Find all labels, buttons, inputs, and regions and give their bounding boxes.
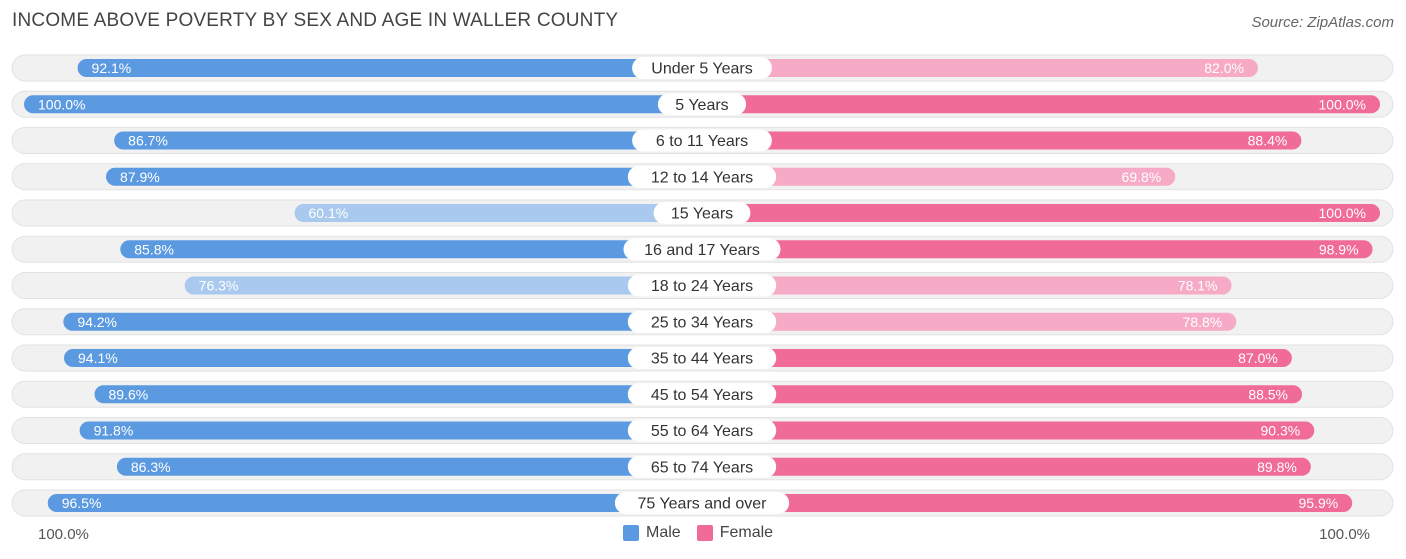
male-bar-65-to-74-years xyxy=(116,457,703,476)
female-bar-75-years-and-over xyxy=(702,494,1353,512)
female-bar-55-to-64-years xyxy=(702,421,1315,440)
category-pill-55-to-64-years xyxy=(627,419,777,442)
female-value-6-to-11-years: 88.4% xyxy=(1248,133,1288,149)
category-pill-25-to-34-years xyxy=(627,310,777,333)
male-value-12-to-14-years: 87.9% xyxy=(120,169,160,185)
category-pill-12-to-14-years xyxy=(627,165,777,188)
source-label: Source: ZipAtlas.com xyxy=(1251,14,1394,31)
female-value-45-to-54-years: 88.5% xyxy=(1248,386,1288,402)
category-label-under-5-years: Under 5 Years xyxy=(651,61,752,78)
male-bar-25-to-34-years xyxy=(63,312,703,331)
category-label-15-years: 15 Years xyxy=(671,206,733,223)
female-bar-18-to-24-years xyxy=(702,276,1232,295)
category-label-65-to-74-years: 65 to 74 Years xyxy=(651,459,753,476)
male-bar-55-to-64-years xyxy=(79,421,702,440)
category-label-75-years-and-over: 75 Years and over xyxy=(638,496,768,513)
female-value-65-to-74-years: 89.8% xyxy=(1257,459,1297,475)
female-value-under-5-years: 82.0% xyxy=(1204,60,1244,76)
male-bar-6-to-11-years xyxy=(114,131,702,150)
category-label-45-to-54-years: 45 to 54 Years xyxy=(651,387,753,404)
category-label-12-to-14-years: 12 to 14 Years xyxy=(651,169,753,186)
axis-left-label: 100.0% xyxy=(38,526,89,543)
female-value-25-to-34-years: 78.8% xyxy=(1183,314,1223,330)
category-pill-16-and-17-years xyxy=(623,238,781,261)
category-label-25-to-34-years: 25 to 34 Years xyxy=(651,314,753,331)
female-value-75-years-and-over: 95.9% xyxy=(1298,495,1338,511)
female-bar-35-to-44-years xyxy=(702,349,1292,367)
category-label-6-to-11-years: 6 to 11 Years xyxy=(656,133,748,150)
female-bar-25-to-34-years xyxy=(702,312,1237,331)
category-pill-15-years xyxy=(653,202,751,224)
category-pill-5-years xyxy=(657,93,747,116)
male-value-15-years: 60.1% xyxy=(309,205,349,221)
male-bar-12-to-14-years xyxy=(106,167,702,186)
male-value-75-years-and-over: 96.5% xyxy=(62,495,102,511)
female-value-12-to-14-years: 69.8% xyxy=(1122,169,1162,185)
legend: Male Female xyxy=(623,524,781,542)
female-value-18-to-24-years: 78.1% xyxy=(1178,278,1218,294)
female-bar-under-5-years xyxy=(702,59,1258,77)
category-pill-6-to-11-years xyxy=(632,129,772,152)
male-value-35-to-44-years: 94.1% xyxy=(78,350,118,366)
female-value-15-years: 100.0% xyxy=(1319,205,1366,221)
category-label-5-years: 5 Years xyxy=(675,97,728,114)
female-value-16-and-17-years: 98.9% xyxy=(1319,241,1359,257)
axis-right-label: 100.0% xyxy=(1319,526,1370,543)
male-bar-5-years xyxy=(24,95,702,114)
category-label-16-and-17-years: 16 and 17 Years xyxy=(644,242,760,259)
female-swatch xyxy=(696,525,713,541)
category-pill-35-to-44-years xyxy=(627,347,777,369)
male-value-6-to-11-years: 86.7% xyxy=(128,133,168,149)
male-bar-15-years xyxy=(294,204,702,222)
legend-item-male: Male xyxy=(623,524,681,542)
female-bar-6-to-11-years xyxy=(702,131,1302,150)
male-value-16-and-17-years: 85.8% xyxy=(134,241,174,257)
male-value-65-to-74-years: 86.3% xyxy=(131,459,171,475)
female-bar-45-to-54-years xyxy=(702,385,1303,404)
female-bar-5-years xyxy=(702,95,1380,114)
female-bar-65-to-74-years xyxy=(702,457,1311,476)
female-bar-16-and-17-years xyxy=(702,240,1373,259)
male-bar-16-and-17-years xyxy=(120,240,702,259)
female-value-5-years: 100.0% xyxy=(1319,96,1366,112)
female-value-55-to-64-years: 90.3% xyxy=(1261,423,1301,439)
male-bar-18-to-24-years xyxy=(184,276,702,295)
category-label-18-to-24-years: 18 to 24 Years xyxy=(651,278,753,295)
category-pill-45-to-54-years xyxy=(627,383,777,406)
male-value-under-5-years: 92.1% xyxy=(92,60,132,76)
category-pill-65-to-74-years xyxy=(627,455,777,478)
male-bar-45-to-54-years xyxy=(94,385,702,404)
male-value-25-to-34-years: 94.2% xyxy=(77,314,117,330)
legend-female-label: Female xyxy=(719,524,774,541)
male-value-18-to-24-years: 76.3% xyxy=(199,278,239,294)
male-swatch xyxy=(623,525,639,541)
male-value-45-to-54-years: 89.6% xyxy=(109,386,149,402)
male-value-5-years: 100.0% xyxy=(38,96,85,112)
category-pill-18-to-24-years xyxy=(627,274,777,297)
category-label-55-to-64-years: 55 to 64 Years xyxy=(651,423,753,440)
legend-male-label: Male xyxy=(646,524,681,541)
female-bar-12-to-14-years xyxy=(702,167,1176,186)
category-pill-under-5-years xyxy=(632,57,772,79)
male-value-55-to-64-years: 91.8% xyxy=(94,423,134,439)
female-bar-15-years xyxy=(702,204,1380,222)
chart-title: INCOME ABOVE POVERTY BY SEX AND AGE IN W… xyxy=(12,10,619,31)
category-label-35-to-44-years: 35 to 44 Years xyxy=(651,351,753,368)
female-value-35-to-44-years: 87.0% xyxy=(1238,350,1278,366)
category-pill-75-years-and-over xyxy=(614,492,790,514)
male-bar-35-to-44-years xyxy=(64,349,702,367)
legend-item-female: Female xyxy=(696,524,774,542)
male-bar-under-5-years xyxy=(77,59,702,77)
male-bar-75-years-and-over xyxy=(47,494,703,512)
